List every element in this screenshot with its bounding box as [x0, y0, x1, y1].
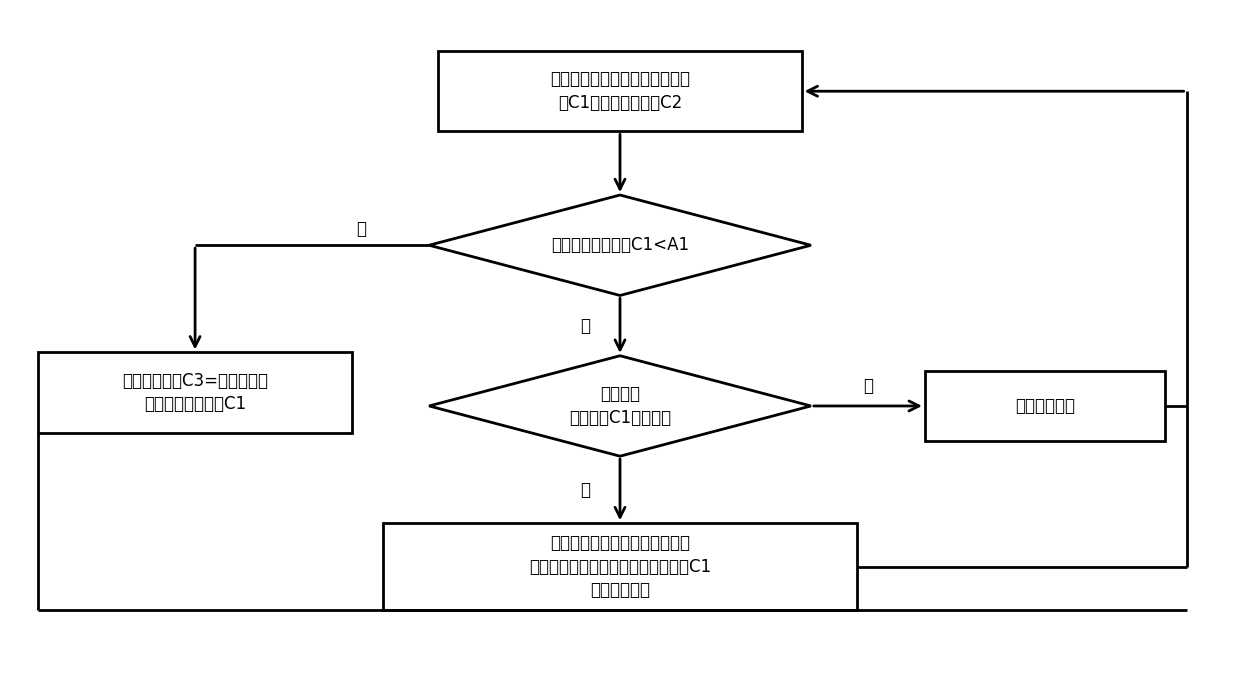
Text: 背景干扰修正: 背景干扰修正	[1014, 397, 1075, 415]
Bar	[438, 51, 802, 132]
Text: 是: 是	[356, 220, 366, 237]
Text: 确认第一
浓度信号C1是否突变: 确认第一 浓度信号C1是否突变	[569, 385, 671, 426]
Polygon shape	[429, 195, 811, 296]
Bar	[925, 371, 1166, 441]
Text: 第三浓度信号C3=当前采样时
刻的第一浓度信号C1: 第三浓度信号C3=当前采样时 刻的第一浓度信号C1	[122, 372, 268, 414]
Text: 获取当前采样时刻的第一浓度信
号C1和第二浓度信号C2: 获取当前采样时刻的第一浓度信 号C1和第二浓度信号C2	[551, 71, 689, 112]
Text: 确认第一浓度信号C1<A1: 确认第一浓度信号C1<A1	[551, 236, 689, 254]
Text: 确认是由何种物质引起的突变；
根据引起突变的物质对第一浓度信号C1
分别进行修正: 确认是由何种物质引起的突变； 根据引起突变的物质对第一浓度信号C1 分别进行修正	[529, 534, 711, 599]
Text: 否: 否	[863, 377, 873, 395]
Bar	[38, 353, 352, 433]
Text: 否: 否	[580, 317, 590, 335]
Polygon shape	[429, 356, 811, 456]
Bar	[383, 523, 857, 610]
Text: 是: 是	[580, 481, 590, 499]
